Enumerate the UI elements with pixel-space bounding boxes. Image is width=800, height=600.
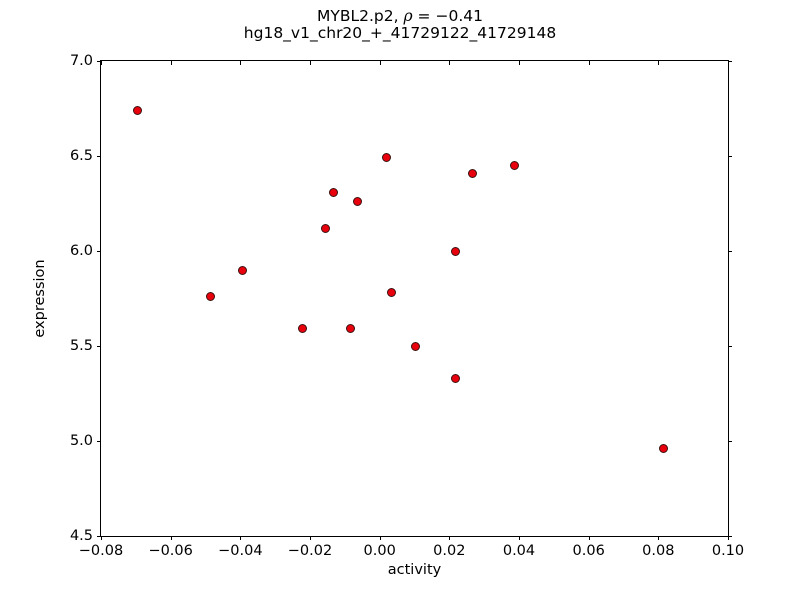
x-axis-tick-top: [658, 61, 660, 65]
plot-data-area: [101, 61, 728, 536]
x-axis-tick-top: [379, 61, 381, 65]
scatter-point: [328, 187, 338, 197]
title-prefix: MYBL2.p2,: [317, 7, 404, 25]
x-axis-tick: [240, 536, 242, 540]
y-axis-tick: [97, 536, 101, 537]
y-axis-tick-right: [728, 61, 732, 62]
scatter-point: [411, 341, 421, 351]
y-axis-tick: [97, 251, 101, 252]
chart-title-line1: MYBL2.p2, ρ = −0.41: [0, 7, 800, 25]
y-axis-tick-label: 5.0: [69, 433, 93, 449]
y-axis-tick-label: 4.5: [69, 528, 93, 544]
x-axis-tick-top: [728, 61, 729, 65]
x-axis-tick-label: −0.08: [78, 543, 124, 559]
x-axis-tick-label: 0.02: [433, 543, 466, 559]
x-axis-tick: [101, 536, 102, 540]
x-axis-tick: [170, 536, 172, 540]
x-axis-tick: [310, 536, 311, 540]
scatter-point: [320, 223, 330, 233]
y-axis-tick: [97, 156, 101, 157]
y-axis-tick-label: 5.5: [69, 338, 93, 354]
scatter-point: [509, 161, 519, 170]
x-axis-tick-label: 0.06: [572, 543, 605, 559]
x-axis-tick-label: 0.04: [502, 543, 536, 559]
scatter-point: [382, 153, 392, 163]
y-axis-tick: [97, 346, 101, 347]
x-axis-tick-label: −0.02: [287, 543, 333, 559]
scatter-point: [451, 246, 461, 256]
x-axis-tick: [588, 536, 590, 540]
x-axis-tick: [519, 536, 520, 540]
rho-symbol: ρ: [403, 7, 413, 25]
x-axis-tick-top: [101, 61, 102, 65]
scatter-point: [297, 324, 307, 334]
scatter-point: [352, 197, 362, 207]
x-axis-tick-top: [588, 61, 590, 65]
scatter-point: [451, 373, 461, 383]
y-axis-tick: [97, 441, 101, 442]
title-suffix: = −0.41: [412, 7, 483, 25]
y-axis-tick-right: [728, 156, 732, 157]
scatter-point: [659, 444, 669, 454]
y-axis-tick-right: [728, 536, 732, 537]
x-axis-tick-label: −0.06: [148, 543, 193, 559]
x-axis-tick: [379, 536, 381, 540]
scatter-point: [206, 292, 216, 302]
y-axis-tick-label: 6.0: [69, 243, 93, 259]
plot-axes-frame: 4.5 5.0 5.5 6.0 6.5 7.0 −0.08 −0.06 −0.04 −0.02 0.…: [70, 53, 744, 559]
scatter-point: [237, 265, 247, 275]
chart-title-line2: hg18_v1_chr20_+_41729122_41729148: [243, 24, 557, 43]
y-axis-tick-right: [728, 346, 732, 347]
x-axis-tick-top: [310, 61, 311, 65]
x-axis-tick-label: 0.08: [642, 543, 675, 559]
x-axis-tick-label: −0.04: [218, 543, 263, 559]
y-axis-tick: [97, 61, 101, 62]
y-axis-label: expression: [32, 259, 48, 338]
scatter-point: [468, 168, 478, 178]
x-axis-tick-top: [170, 61, 172, 65]
y-axis-tick-label: 7.0: [69, 53, 93, 69]
x-axis-tick-top: [449, 61, 451, 65]
x-axis-tick-top: [240, 61, 242, 65]
x-axis-tick-label: 0.00: [363, 543, 396, 559]
x-axis-tick-top: [519, 61, 520, 65]
chart-title: MYBL2.p2, ρ = −0.41 hg18_v1_chr20_+_4172…: [0, 7, 800, 43]
y-axis-tick-right: [728, 441, 732, 442]
x-axis-tick-label: 0.10: [711, 543, 745, 559]
x-axis-tick: [728, 536, 729, 540]
x-axis-tick: [658, 536, 660, 540]
scatter-point: [345, 324, 355, 334]
scatter-point: [133, 105, 143, 115]
scatter-point: [386, 288, 396, 298]
y-axis-tick-right: [728, 251, 732, 252]
x-axis-label: activity: [387, 562, 442, 578]
y-axis-tick-label: 6.5: [69, 148, 93, 164]
x-axis-tick: [449, 536, 451, 540]
